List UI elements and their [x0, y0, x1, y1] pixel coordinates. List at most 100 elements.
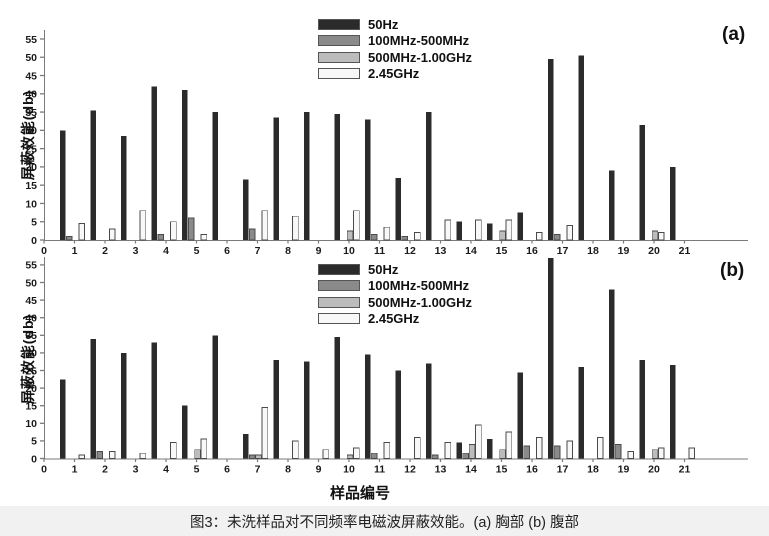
legend-item: 100MHz-500MHz: [318, 33, 472, 50]
x-tick-label-a: 2: [102, 245, 108, 257]
bar-b-50Hz-sample-4: [151, 342, 157, 459]
x-tick-label-a: 10: [343, 245, 355, 257]
bar-b-2.45GHz-sample-5: [200, 438, 208, 459]
y-tick-label-a: 5: [31, 217, 37, 229]
bar-b-50Hz-sample-2: [90, 338, 96, 459]
x-tick-label-b: 11: [374, 464, 385, 476]
y-tick-label-a: 40: [25, 89, 37, 101]
x-tick-label-a: 15: [496, 245, 508, 257]
bar-a-2.45GHz-sample-2: [109, 228, 116, 241]
legend-item: 2.45GHz: [318, 311, 472, 328]
y-axis-title-b: 屏蔽效能(db): [20, 313, 36, 405]
legend-item: 2.45GHz: [318, 66, 472, 83]
legend-swatch-2: [318, 280, 360, 292]
legend-swatch-4: [318, 313, 360, 325]
bar-a-50Hz-sample-18: [578, 55, 584, 240]
bar-b-500MHz-1.00GHz-sample-5: [194, 449, 201, 459]
x-tick-label-a: 5: [194, 245, 200, 257]
y-tick-label-a: 10: [25, 198, 37, 210]
legend-swatch-1: [318, 263, 360, 275]
bar-b-50Hz-sample-19: [608, 289, 615, 459]
bar-a-50Hz-sample-20: [639, 124, 645, 240]
x-tick-label-a: 4: [163, 245, 169, 257]
bar-b-500MHz-1.00GHz-sample-20: [651, 449, 659, 459]
bar-a-50Hz-sample-12: [395, 177, 401, 240]
bar-a-2.45GHz-sample-3: [139, 210, 147, 241]
x-tick-label-b: 5: [194, 464, 200, 476]
bar-a-50Hz-sample-6: [212, 112, 218, 240]
y-tick-label-b: 5: [31, 436, 37, 448]
bar-a-50Hz-sample-17: [547, 59, 554, 240]
bar-b-2.45GHz-sample-3: [139, 452, 147, 459]
x-tick-label-b: 18: [587, 464, 599, 476]
bar-b-2.45GHz-sample-14: [475, 424, 482, 459]
bar-a-50Hz-sample-19: [608, 170, 615, 240]
bar-a-50Hz-sample-11: [364, 119, 371, 240]
bar-b-50Hz-sample-11: [364, 354, 371, 459]
bar-a-50Hz-sample-8: [273, 117, 279, 240]
figure-caption: 图3：未洗样品对不同频率电磁波屏蔽效能。(a) 胸部 (b) 腹部: [189, 514, 580, 531]
x-tick-label-a: 16: [526, 245, 538, 257]
legend-label: 50Hz: [368, 261, 399, 277]
bar-b-50Hz-sample-21: [669, 365, 676, 459]
bar-b-2.45GHz-sample-18: [597, 436, 604, 459]
x-tick-label-b: 7: [255, 464, 261, 476]
x-tick-label-b: 8: [285, 464, 291, 476]
legend-label: 2.45GHz: [368, 311, 420, 327]
bar-a-2.45GHz-sample-7: [261, 210, 269, 241]
bar-a-50Hz-sample-1: [59, 130, 66, 240]
bar-a-50Hz-sample-5: [181, 90, 188, 241]
bar-b-500MHz-1.00GHz-sample-7: [255, 454, 262, 459]
bar-b-100MHz-500MHz-sample-14: [462, 452, 469, 459]
bar-a-500MHz-1.00GHz-sample-15: [499, 230, 506, 241]
x-tick-label-b: 1: [72, 464, 78, 476]
legend-swatch-3: [318, 296, 360, 308]
x-tick-label-a: 1: [72, 245, 78, 257]
y-tick-label-b: 50: [25, 277, 37, 289]
bar-a-2.45GHz-sample-17: [566, 224, 574, 241]
bar-a-2.45GHz-sample-8: [292, 215, 299, 241]
bar-a-2.45GHz-sample-5: [200, 234, 208, 241]
legend-swatch-4: [318, 68, 360, 80]
bar-a-50Hz-sample-7: [242, 179, 249, 240]
bar-b-50Hz-sample-9: [303, 361, 310, 459]
y-tick-label-a: 35: [25, 107, 37, 119]
panel-label-b: (b): [720, 260, 745, 281]
legend-swatch-1: [318, 18, 360, 30]
x-tick-label-b: 17: [557, 464, 569, 476]
x-tick-label-b: 9: [316, 464, 322, 476]
bar-a-2.45GHz-sample-4: [170, 221, 177, 241]
x-tick-label-a: 18: [587, 245, 599, 257]
bar-b-2.45GHz-sample-19: [627, 451, 635, 459]
bar-a-2.45GHz-sample-12: [414, 232, 421, 241]
y-tick-label-a: 30: [25, 125, 37, 137]
x-tick-label-b: 19: [618, 464, 630, 476]
legend-item: 50Hz: [318, 16, 472, 33]
bar-b-50Hz-sample-15: [486, 439, 493, 459]
x-tick-label-b: 15: [496, 464, 508, 476]
bar-a-100MHz-500MHz-sample-12: [401, 235, 408, 241]
bar-b-2.45GHz-sample-9: [322, 449, 330, 459]
bar-b-100MHz-500MHz-sample-13: [431, 454, 439, 459]
panel-label-a: (a): [722, 24, 746, 45]
x-tick-label-b: 6: [224, 464, 230, 476]
bar-b-50Hz-sample-18: [578, 366, 584, 459]
bar-a-100MHz-500MHz-sample-4: [157, 234, 164, 241]
bar-a-50Hz-sample-16: [517, 212, 523, 240]
bar-b-50Hz-sample-3: [120, 352, 127, 459]
x-tick-label-a: 19: [618, 245, 630, 257]
bar-b-50Hz-sample-14: [456, 442, 462, 459]
bar-a-2.45GHz-sample-14: [475, 219, 482, 241]
bar-b-2.45GHz-sample-12: [414, 436, 421, 459]
bar-a-2.45GHz-sample-13: [444, 219, 452, 241]
x-tick-label-b: 0: [41, 464, 47, 476]
bar-b-2.45GHz-sample-7: [261, 407, 269, 459]
legend-chart-a: 50Hz 100MHz-500MHz 500MHz-1.00GHz 2.45GHz: [318, 16, 472, 82]
bar-b-100MHz-500MHz-sample-11: [370, 452, 378, 459]
bar-a-50Hz-sample-13: [425, 112, 432, 240]
bar-b-2.45GHz-sample-4: [170, 442, 177, 459]
x-tick-label-a: 14: [465, 245, 477, 257]
bar-b-2.45GHz-sample-15: [505, 431, 513, 459]
x-axis-title: 样品编号: [329, 485, 390, 502]
legend-swatch-3: [318, 51, 360, 63]
